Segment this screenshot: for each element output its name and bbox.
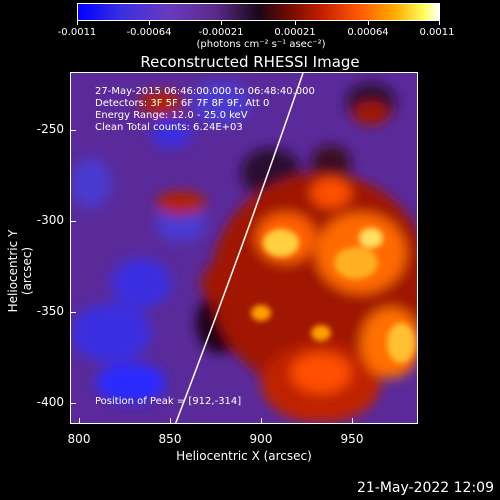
y-tick-mark	[70, 221, 76, 222]
detectors: Detectors: 3F 5F 6F 7F 8F 9F, Att 0	[95, 98, 270, 109]
colorbar-label: -0.00064	[126, 27, 172, 38]
colorbar-tick	[368, 21, 369, 25]
clean-counts: Clean Total counts: 6.24E+03	[95, 122, 243, 133]
y-tick-mark	[70, 130, 76, 131]
time-range: 27-May-2015 06:46:00.000 to 06:48:40.000	[95, 86, 315, 97]
x-tick-label: 950	[340, 432, 364, 446]
y-axis-label: Heliocentric Y (arcsec)	[6, 229, 34, 313]
peak-position: Position of Peak = [912,-314]	[95, 396, 242, 407]
colorbar-label: -0.00021	[198, 27, 244, 38]
colorbar-label: 0.00021	[274, 27, 316, 38]
x-tick-mark	[352, 418, 353, 424]
x-tick-mark	[261, 418, 262, 424]
x-tick-label: 900	[249, 432, 273, 446]
x-tick-label: 800	[67, 432, 91, 446]
colorbar	[77, 3, 440, 21]
colorbar-label: -0.0011	[57, 27, 97, 38]
y-tick-label: -400	[36, 395, 64, 409]
y-tick-mark	[70, 403, 76, 404]
colorbar-tick	[221, 21, 222, 25]
colorbar-label: 0.0011	[419, 27, 455, 38]
colorbar-tick	[295, 21, 296, 25]
colorbar-label: 0.00064	[347, 27, 389, 38]
x-tick-label: 850	[158, 432, 182, 446]
x-axis-label: Heliocentric X (arcsec)	[176, 449, 312, 463]
colorbar-tick	[149, 21, 150, 25]
y-tick-label: -250	[36, 122, 64, 136]
y-tick-mark	[70, 312, 76, 313]
solar-limb-line	[174, 73, 304, 423]
x-tick-mark	[79, 418, 80, 424]
timestamp: 21-May-2022 12:09	[356, 480, 494, 496]
colorbar-tick	[439, 21, 440, 25]
energy-range: Energy Range: 12.0 - 25.0 keV	[95, 110, 248, 121]
image-canvas	[71, 73, 417, 423]
y-tick-label: -300	[36, 213, 64, 227]
rhessi-image	[70, 72, 418, 424]
colorbar-tick	[77, 21, 78, 25]
x-tick-mark	[170, 418, 171, 424]
colorbar-unit: (photons cm⁻² s⁻¹ asec⁻²)	[196, 39, 326, 50]
y-tick-label: -350	[36, 304, 64, 318]
plot-title: Reconstructed RHESSI Image	[140, 53, 360, 71]
